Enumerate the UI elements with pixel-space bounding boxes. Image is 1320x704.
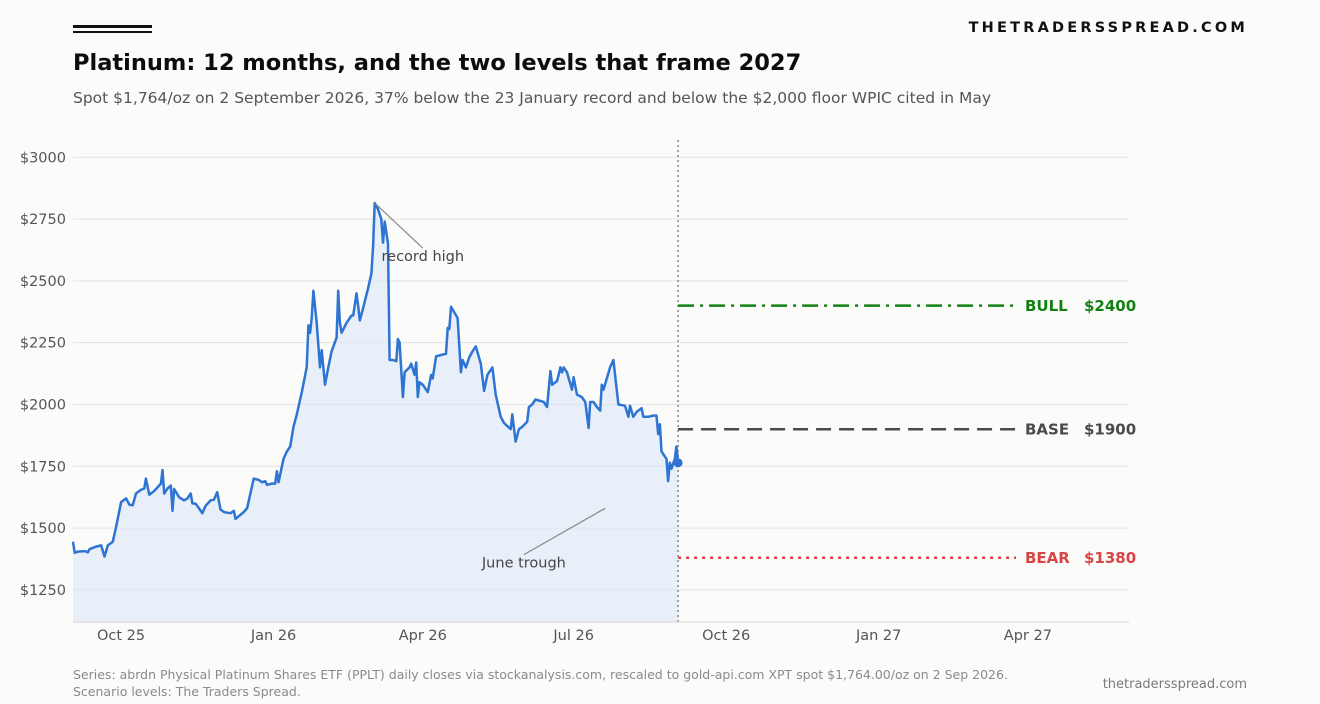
scenario-label-bull: BULL xyxy=(1025,297,1068,315)
annotation-leader xyxy=(523,507,606,556)
annotation-leader xyxy=(374,202,424,249)
series-line xyxy=(71,201,680,558)
annotation-label: record high xyxy=(382,249,465,265)
brand-rule xyxy=(73,25,152,35)
scenario-value-base: $1900 xyxy=(1084,421,1136,439)
series-area xyxy=(73,203,679,622)
y-tick-label: $1500 xyxy=(20,521,66,537)
scenario-value-bull: $2400 xyxy=(1084,297,1136,315)
annotation-label: June trough xyxy=(481,556,566,572)
y-tick-label: $2500 xyxy=(20,274,66,290)
x-tick-label: Oct 25 xyxy=(97,628,145,644)
site-name: THETRADERSSPREAD.COM xyxy=(968,20,1248,36)
source-note: Series: abrdn Physical Platinum Shares E… xyxy=(73,666,1008,700)
x-tick-label: Jan 26 xyxy=(250,628,296,644)
y-tick-label: $2750 xyxy=(20,212,66,228)
y-tick-label: $1250 xyxy=(20,583,66,599)
x-tick-label: Jul 26 xyxy=(552,628,594,644)
y-tick-label: $3000 xyxy=(20,150,66,166)
chart-subtitle: Spot $1,764/oz on 2 September 2026, 37% … xyxy=(73,89,992,107)
y-tick-label: $2000 xyxy=(20,397,66,413)
chart-title: Platinum: 12 months, and the two levels … xyxy=(73,50,802,76)
y-tick-label: $2250 xyxy=(20,336,66,352)
x-tick-label: Apr 27 xyxy=(1004,628,1052,644)
scenario-value-bear: $1380 xyxy=(1084,549,1136,567)
scenario-label-base: BASE xyxy=(1025,421,1069,439)
source-note-line-1: Series: abrdn Physical Platinum Shares E… xyxy=(73,667,1008,682)
scenario-label-bear: BEAR xyxy=(1025,549,1070,567)
x-tick-label: Oct 26 xyxy=(702,628,750,644)
x-tick-label: Jan 27 xyxy=(855,628,901,644)
footer-site: thetradersspread.com xyxy=(1102,677,1247,692)
y-tick-label: $1750 xyxy=(20,459,66,475)
x-tick-label: Apr 26 xyxy=(399,628,447,644)
source-note-line-2: Scenario levels: The Traders Spread. xyxy=(73,684,301,699)
current-price-point xyxy=(673,458,683,468)
